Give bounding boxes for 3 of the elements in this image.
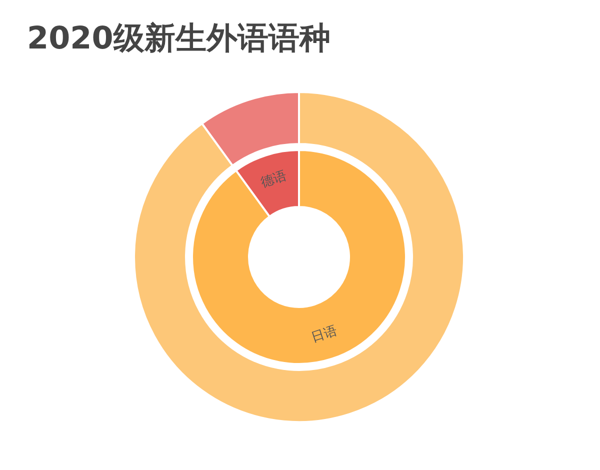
slice-label: 日语 xyxy=(310,323,339,346)
chart-title: 2020级新生外语语种 xyxy=(27,20,330,56)
slice-label: 德语 xyxy=(259,168,288,191)
